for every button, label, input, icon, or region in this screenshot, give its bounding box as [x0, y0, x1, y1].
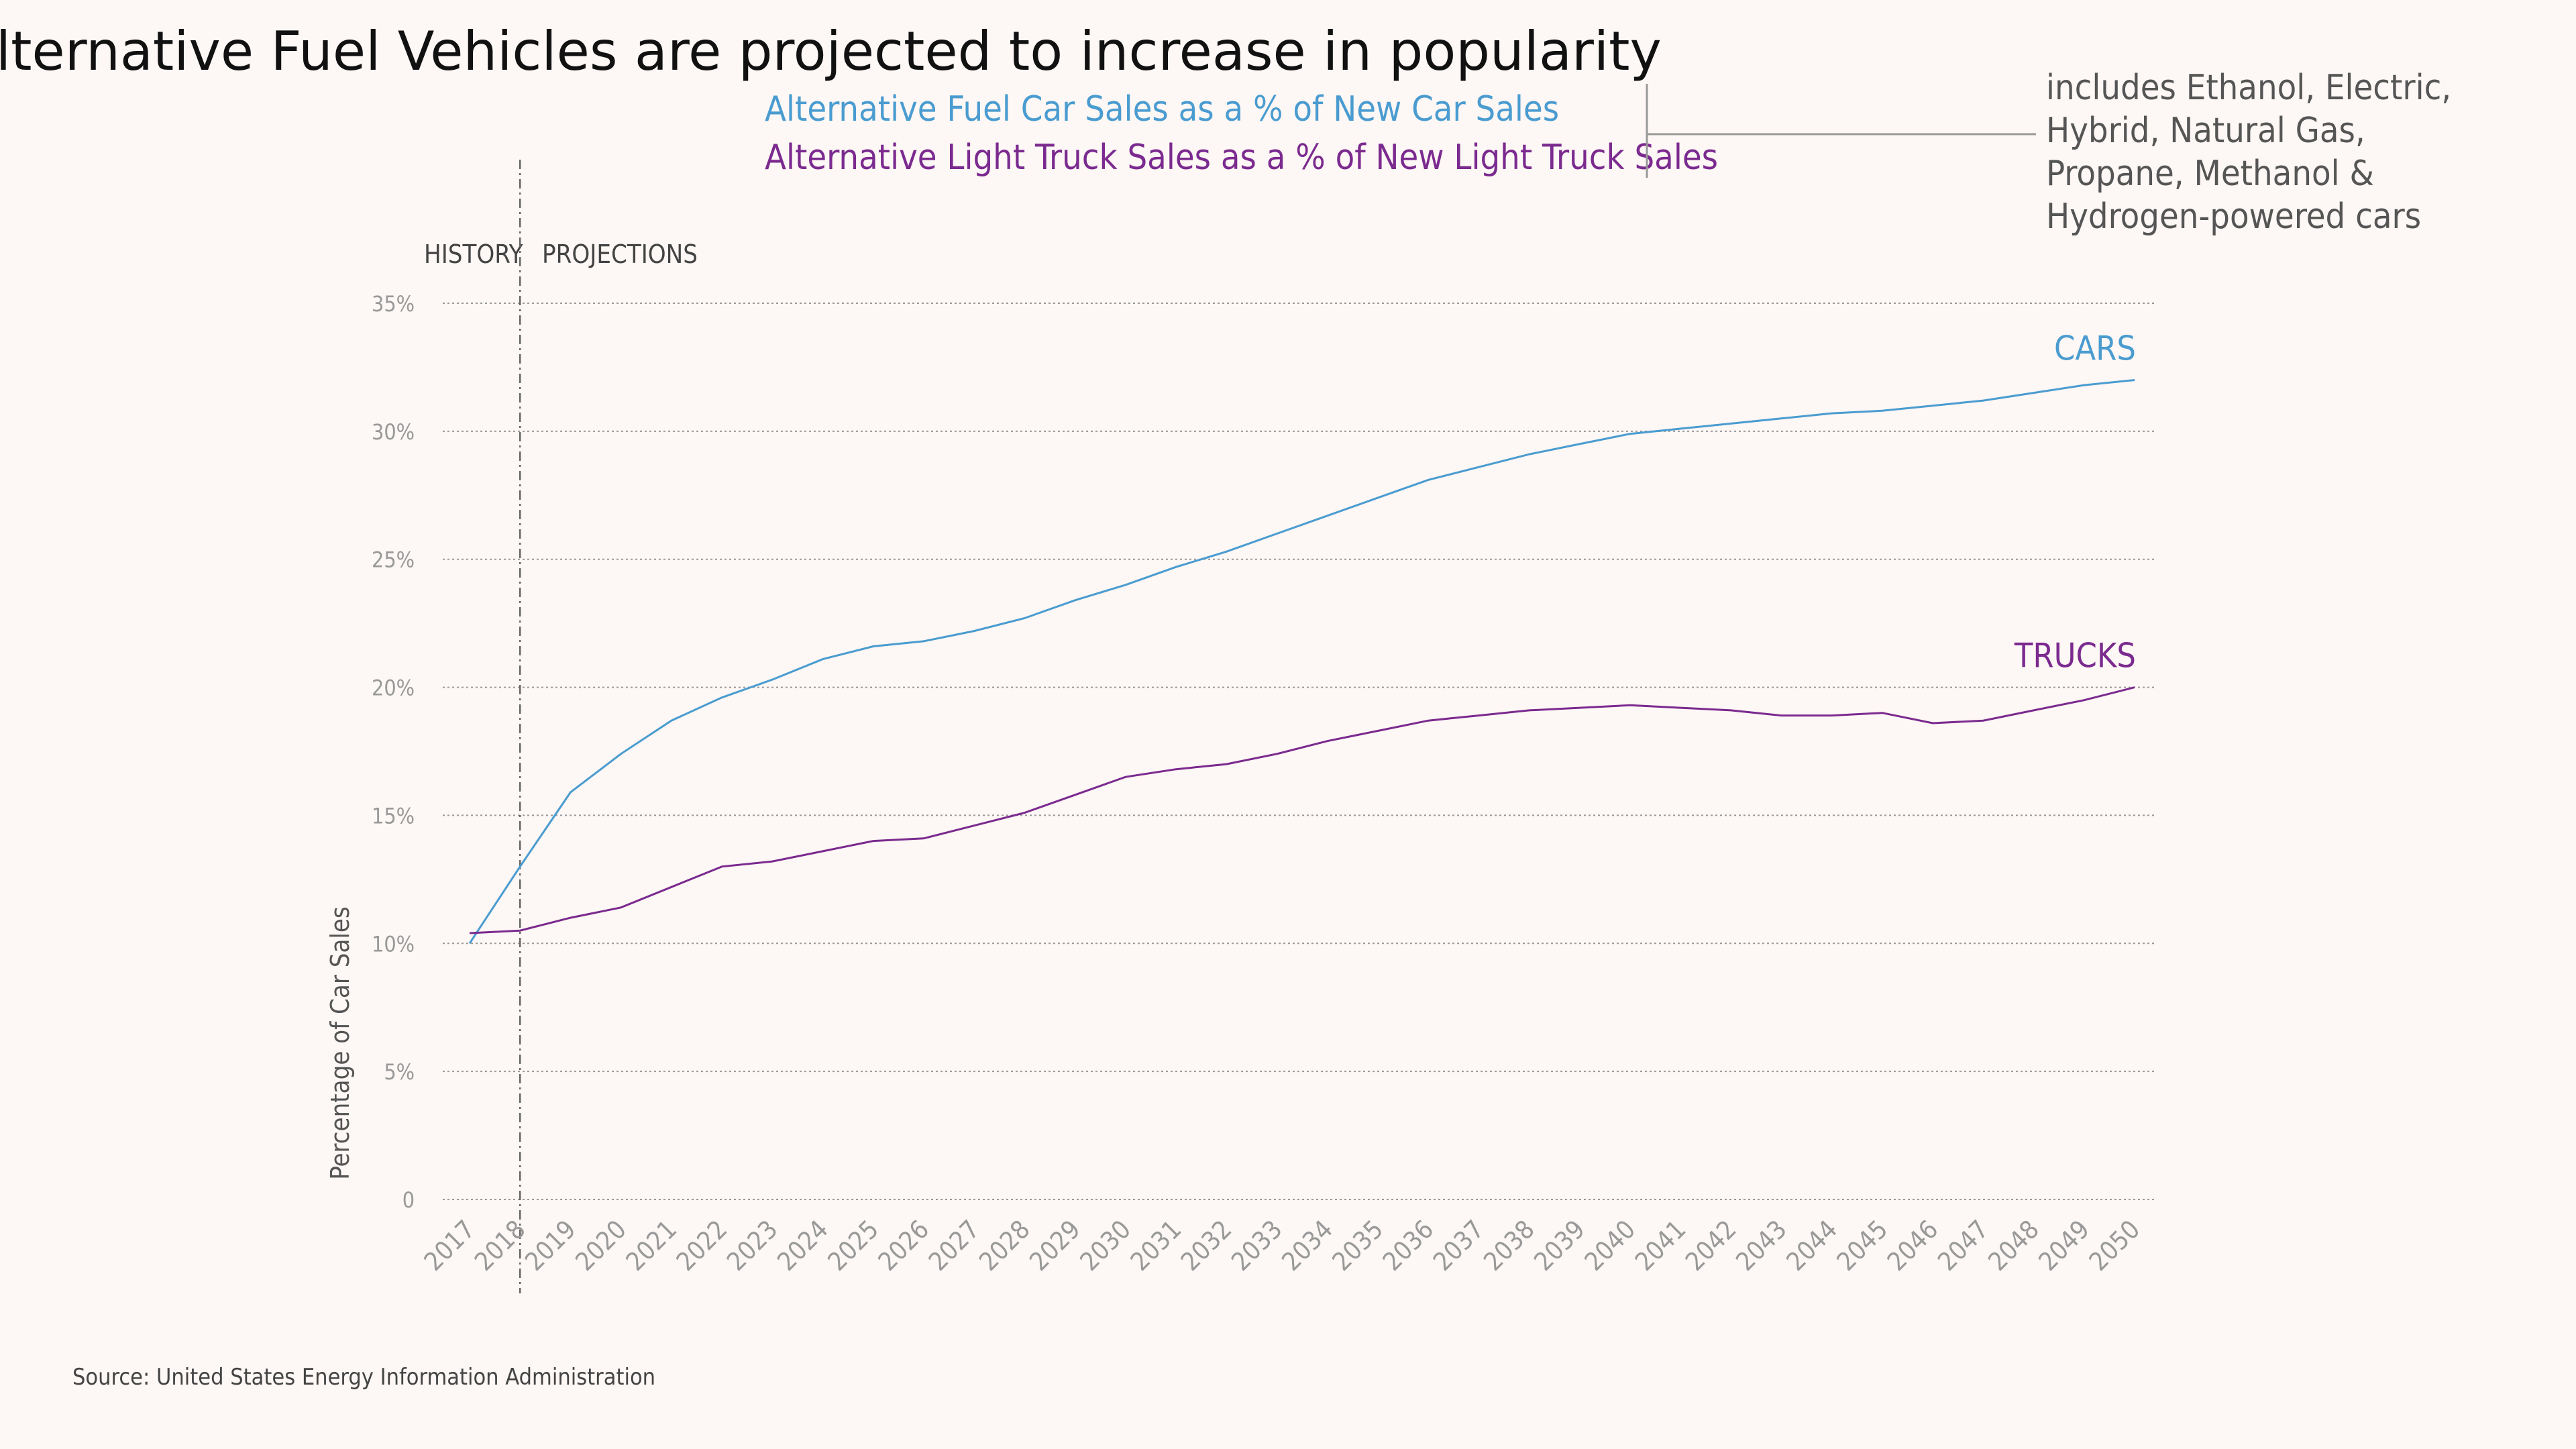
x-tick-label: 2035 — [1327, 1214, 1389, 1277]
x-tick-label: 2040 — [1579, 1214, 1642, 1277]
series-line-cars — [468, 379, 2135, 945]
y-tick-label: 30% — [372, 419, 415, 445]
x-tick-label: 2023 — [721, 1214, 784, 1277]
x-tick-label: 2043 — [1730, 1214, 1792, 1277]
y-tick-label: 25% — [372, 547, 415, 573]
series — [468, 379, 2135, 945]
x-tick-label: 2037 — [1428, 1214, 1490, 1277]
series-line-trucks — [469, 686, 2135, 934]
x-tick-label: 2024 — [771, 1214, 834, 1277]
x-tick-label: 2048 — [1982, 1214, 2045, 1277]
fuel-note: includes Ethanol, Electric, Hybrid, Natu… — [2046, 68, 2451, 237]
legend-trucks-text: Alternative Light Truck Sales as a % of … — [765, 138, 1718, 178]
y-tick-label: 5% — [384, 1059, 415, 1085]
legend-cars-text: Alternative Fuel Car Sales as a % of New… — [765, 89, 1559, 129]
y-tick-label: 15% — [372, 803, 415, 828]
x-tick-label: 2020 — [570, 1214, 632, 1277]
x-tick-label: 2026 — [873, 1214, 935, 1277]
x-tick-label: 2047 — [1932, 1214, 1994, 1277]
y-axis-label: Percentage of Car Sales — [325, 906, 355, 1180]
series-label-cars: CARS — [2054, 329, 2136, 368]
x-tick-label: 2050 — [2084, 1214, 2146, 1277]
x-tick-label: 2038 — [1478, 1214, 1540, 1277]
x-tick-label: 2042 — [1680, 1214, 1742, 1277]
x-tick-label: 2027 — [923, 1214, 985, 1277]
x-tick-label: 2033 — [1226, 1214, 1288, 1277]
x-tick-label: 2039 — [1528, 1214, 1591, 1277]
x-tick-label: 2036 — [1377, 1214, 1440, 1277]
x-tick-label: 2045 — [1831, 1214, 1894, 1277]
note-line-1: includes Ethanol, Electric, — [2046, 68, 2451, 108]
x-tick-label: 2028 — [973, 1214, 1036, 1277]
x-tick-label: 2019 — [519, 1214, 582, 1277]
x-tick-label: 2046 — [1882, 1214, 1944, 1277]
x-tick-label: 2022 — [671, 1214, 733, 1277]
x-tick-label: 2025 — [822, 1214, 884, 1277]
x-tick-label: 2029 — [1024, 1214, 1086, 1277]
y-tick-labels: 0 5% 10% 15% 20% 25% 30% 35% — [372, 291, 415, 1213]
x-tick-label: 2041 — [1629, 1214, 1692, 1277]
y-tick-label: 0 — [402, 1187, 415, 1213]
note-line-4: Hydrogen-powered cars — [2046, 197, 2421, 237]
x-tick-label: 2021 — [621, 1214, 683, 1277]
note-line-2: Hybrid, Natural Gas, — [2046, 111, 2365, 151]
x-tick-label: 2017 — [419, 1214, 481, 1277]
note-line-3: Propane, Methanol & — [2046, 154, 2374, 194]
y-tick-label: 20% — [372, 676, 415, 701]
series-labels: CARS TRUCKS — [2014, 329, 2136, 676]
x-tick-label: 2018 — [469, 1214, 531, 1277]
x-tick-label: 2031 — [1125, 1214, 1187, 1277]
y-tick-label: 35% — [372, 291, 415, 317]
x-tick-label: 2030 — [1075, 1214, 1137, 1277]
chart-title: Alternative Fuel Vehicles are projected … — [0, 20, 1662, 83]
x-tick-labels: 2017201820192020202120222023202420252026… — [419, 1214, 2146, 1277]
history-label: HISTORY — [424, 239, 523, 269]
x-tick-label: 2032 — [1175, 1214, 1238, 1277]
projections-label: PROJECTIONS — [542, 239, 698, 269]
source-text: Source: United States Energy Information… — [72, 1364, 655, 1391]
x-tick-label: 2049 — [2033, 1214, 2096, 1277]
x-tick-label: 2034 — [1276, 1214, 1338, 1277]
y-tick-label: 10% — [372, 931, 415, 957]
grid — [443, 160, 2157, 1293]
x-tick-label: 2044 — [1780, 1214, 1843, 1277]
series-label-trucks: TRUCKS — [2014, 637, 2136, 676]
